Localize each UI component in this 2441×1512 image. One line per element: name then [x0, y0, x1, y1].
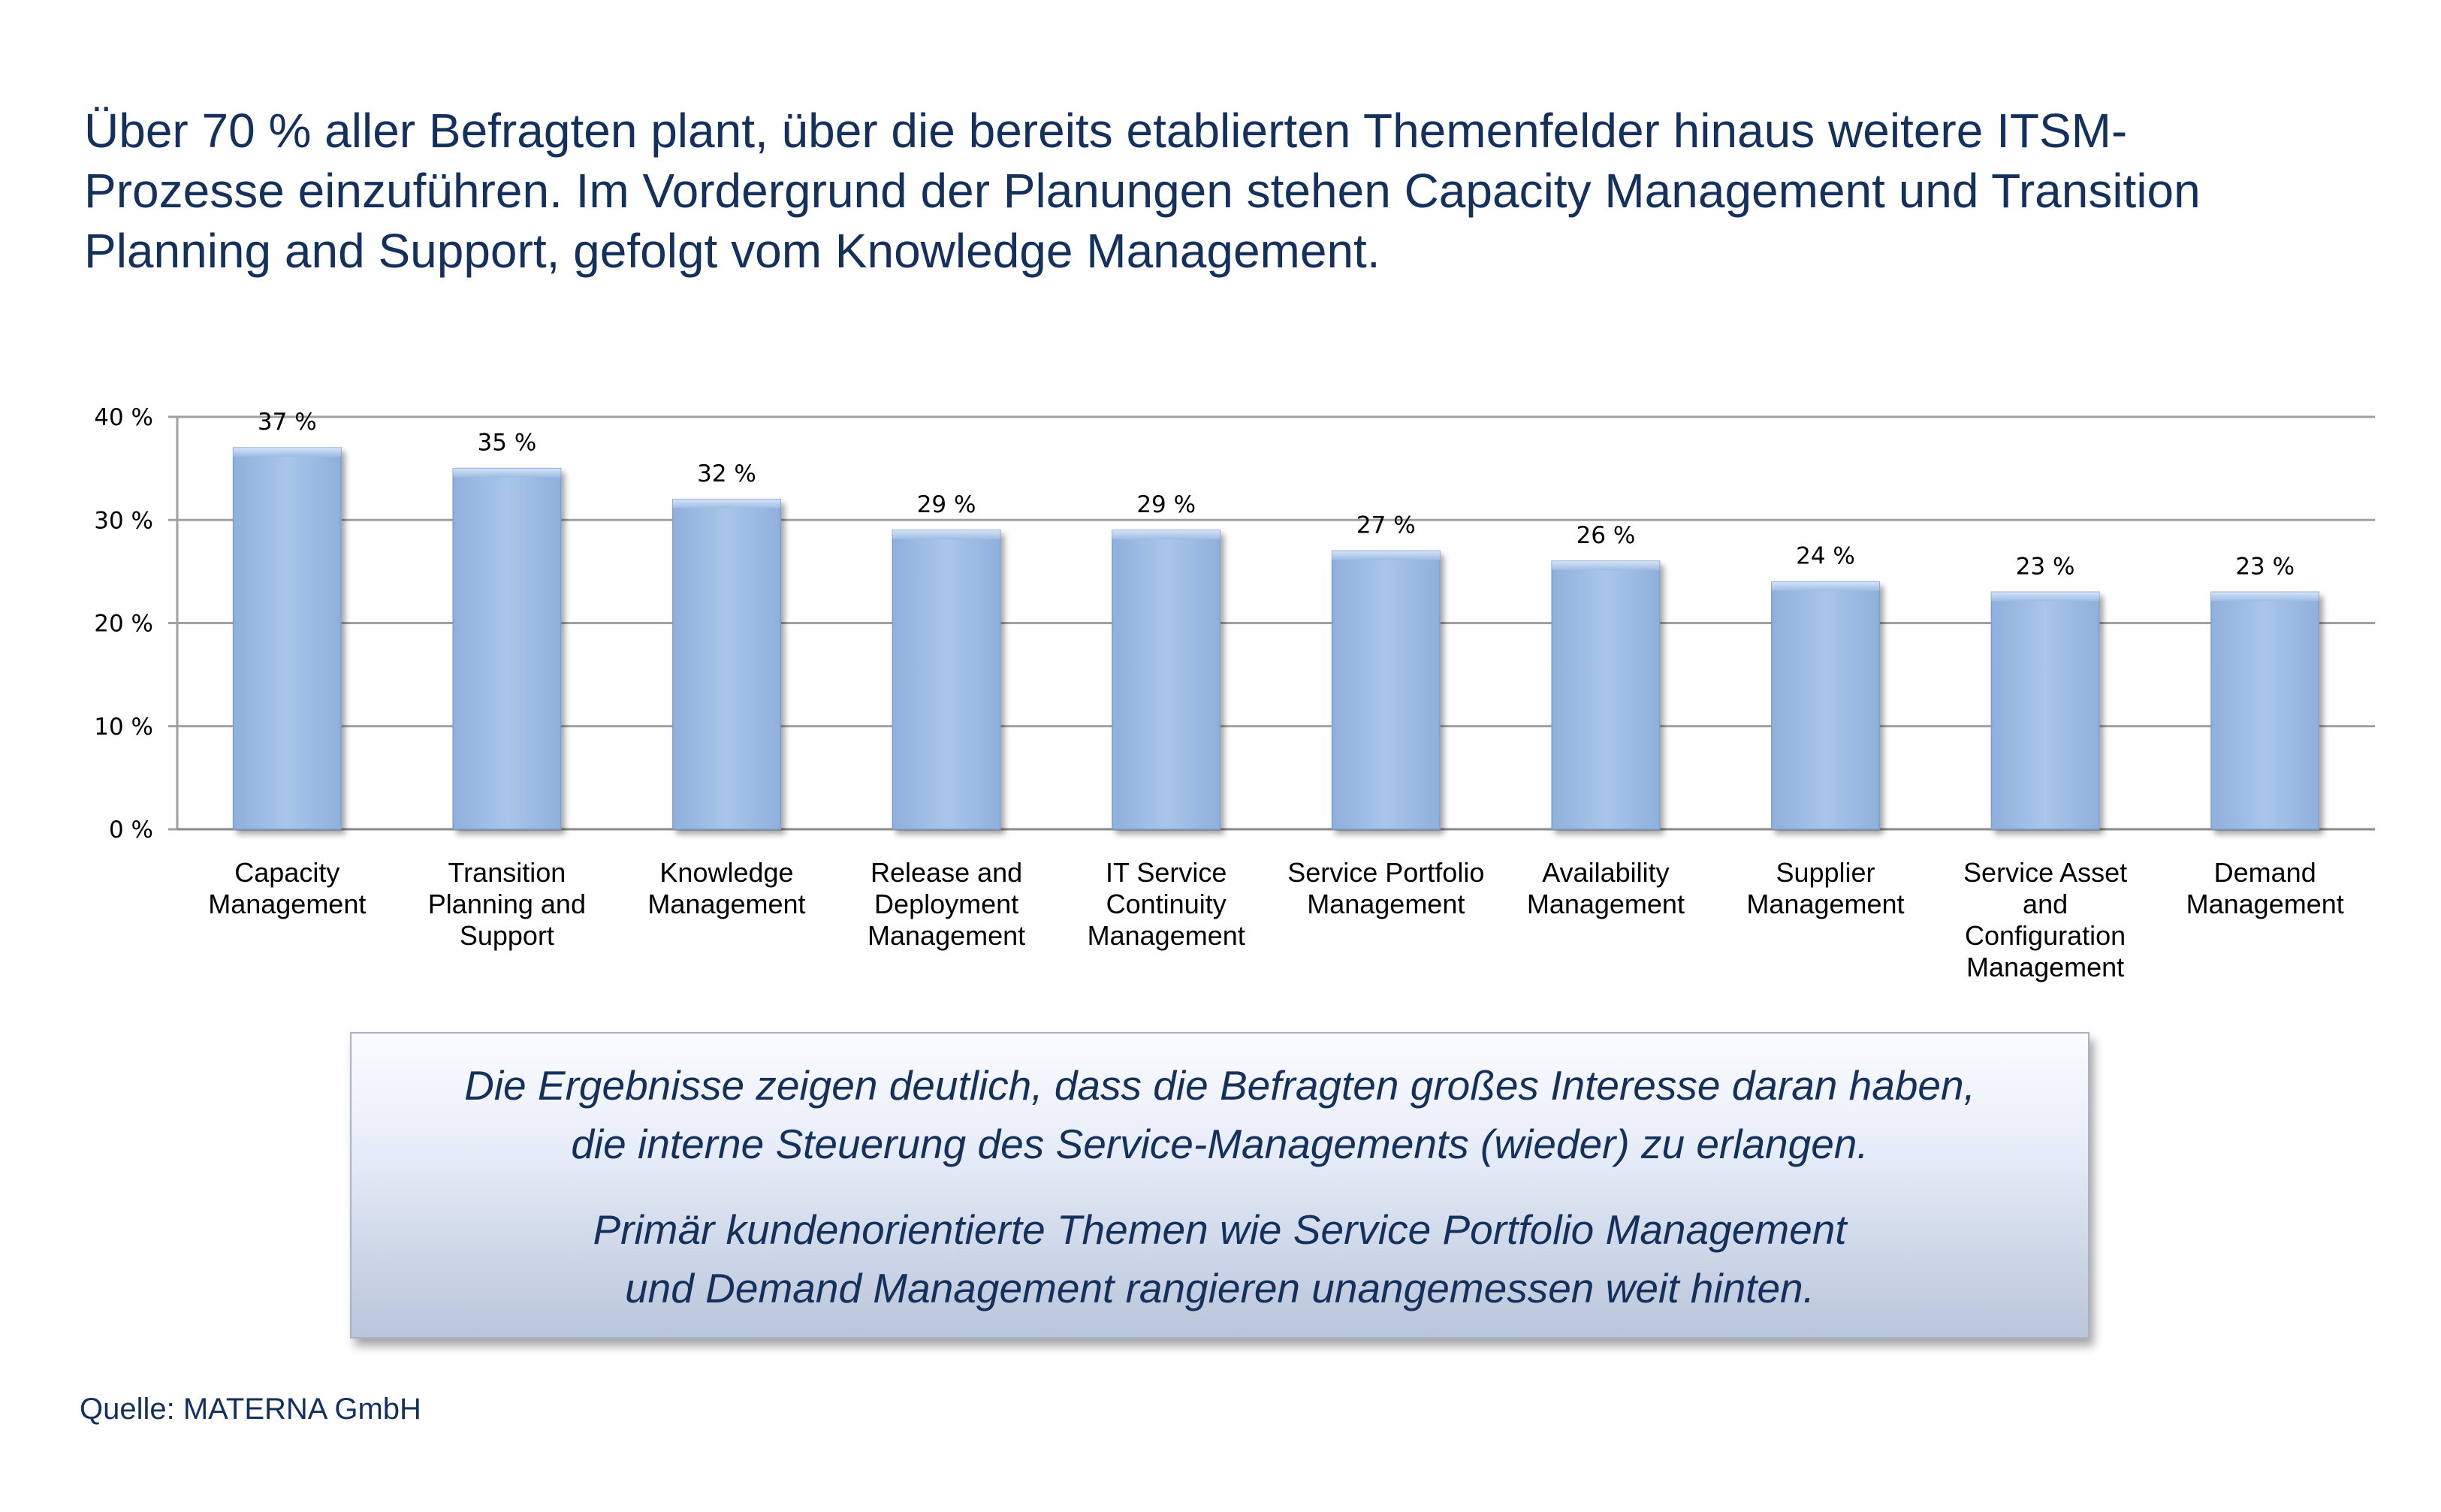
category-label-line: Management — [1307, 889, 1465, 919]
category-label-line: Continuity — [1106, 889, 1227, 919]
callout-paragraph-1: Die Ergebnisse zeigen deutlich, dass die… — [352, 1056, 2088, 1173]
category-label-line: Planning and — [428, 889, 586, 919]
bar-top-highlight — [233, 448, 341, 457]
headline-line-1: Über 70 % aller Befragten plant, über di… — [84, 104, 2128, 158]
category-label-line: Management — [1746, 889, 1904, 919]
y-tick-label: 20 % — [94, 611, 153, 638]
headline-line-2: Prozesse einzuführen. Im Vordergrund der… — [84, 164, 2201, 218]
bar — [672, 499, 781, 830]
bar-value-label: 37 % — [258, 409, 317, 436]
bar-top-highlight — [2211, 592, 2319, 602]
bar — [1990, 591, 2100, 830]
category-label-line: Service Portfolio — [1287, 857, 1484, 888]
bar — [1551, 560, 1661, 830]
headline: Über 70 % aller Befragten plant, über di… — [84, 101, 2352, 281]
bar-group — [232, 447, 342, 830]
bar-group — [1331, 550, 1441, 830]
bars — [232, 447, 2320, 830]
bar — [1331, 550, 1441, 830]
category-label-line: Knowledge — [659, 857, 793, 888]
category-label-line: Service Asset — [1963, 857, 2127, 888]
bar-top-highlight — [892, 530, 1000, 539]
category-label-line: Management — [1088, 920, 1245, 951]
category-label-line: Management — [867, 920, 1025, 951]
category-label-line: Configuration — [1965, 920, 2126, 951]
category-label-line: Support — [460, 920, 554, 951]
bar — [2210, 591, 2320, 830]
bar-group — [1551, 560, 1661, 830]
callout-p2-line-2: und Demand Management rangieren unangeme… — [625, 1265, 1815, 1311]
bar-value-label: 35 % — [478, 430, 537, 457]
category-label-line: Management — [208, 889, 366, 919]
bar-top-highlight — [1771, 581, 1880, 591]
category-label-line: Management — [647, 889, 805, 919]
category-label-line: Supplier — [1776, 857, 1875, 888]
bar-top-highlight — [672, 499, 781, 509]
bar-top-highlight — [1112, 530, 1220, 539]
category-label: Demand Management — [2186, 857, 2344, 919]
category-label: Knowledge Management — [647, 857, 805, 919]
bar-top-highlight — [1332, 551, 1440, 560]
category-label: Availability Management — [1527, 857, 1685, 919]
bar-value-label: 29 % — [1136, 491, 1196, 518]
category-label-line: Demand — [2214, 857, 2316, 888]
y-tick-label: 10 % — [94, 714, 153, 741]
bar-value-label: 27 % — [1356, 512, 1416, 539]
y-tick-label: 30 % — [94, 507, 153, 534]
category-label-line: Deployment — [874, 889, 1018, 919]
bar-value-label: 32 % — [697, 460, 756, 487]
bar-group — [452, 467, 562, 830]
y-tick-label: 40 % — [94, 404, 153, 431]
bar — [892, 530, 1001, 830]
category-label-line: and — [2023, 889, 2068, 919]
bar-group — [672, 499, 781, 830]
callout-paragraph-2: Primär kundenorientierte Themen wie Serv… — [352, 1200, 2088, 1317]
callout-p1-line-1: Die Ergebnisse zeigen deutlich, dass die… — [464, 1062, 1975, 1109]
category-label: Capacity Management — [208, 857, 366, 919]
bar-value-label: 23 % — [2016, 553, 2075, 580]
bar — [1112, 530, 1221, 830]
bar-value-label: 23 % — [2235, 553, 2295, 580]
bar-group — [1112, 530, 1221, 830]
category-label-line: Transition — [448, 857, 566, 888]
category-label: Service Asset and Configuration Management — [1963, 857, 2127, 982]
y-tick-label: 0 % — [109, 816, 153, 844]
bar-top-highlight — [453, 468, 561, 478]
bar-group — [2210, 591, 2320, 830]
labels: 0 %10 %20 %30 %40 % 37 %Capacity Managemen… — [94, 404, 2344, 982]
callout-p1-line-2: die interne Steuerung des Service-Manage… — [571, 1121, 1869, 1167]
category-label: Supplier Management — [1746, 857, 1904, 919]
bar-group — [1771, 581, 1880, 830]
bar-top-highlight — [1552, 561, 1660, 571]
headline-line-3: Planning and Support, gefolgt vom Knowle… — [84, 224, 1380, 278]
bar-value-label: 26 % — [1577, 522, 1636, 549]
bar — [1771, 581, 1880, 830]
category-label-line: Release and — [870, 857, 1022, 888]
category-label: Transition Planning and Support — [428, 857, 586, 951]
category-label-line: Management — [2186, 889, 2344, 919]
source-note: Quelle: MATERNA GmbH — [80, 1393, 421, 1426]
category-label-line: Management — [1527, 889, 1685, 919]
category-label: Release and Deployment Management — [867, 857, 1025, 951]
bar — [232, 447, 342, 830]
category-label-line: Capacity — [234, 857, 339, 888]
category-label-line: Management — [1966, 952, 2124, 982]
bar-group — [892, 530, 1001, 830]
bar-top-highlight — [1991, 592, 2099, 602]
conclusion-callout: Die Ergebnisse zeigen deutlich, dass die… — [350, 1032, 2089, 1338]
category-label: IT Service Continuity Management — [1088, 857, 1245, 951]
bar-value-label: 24 % — [1796, 543, 1855, 570]
bar-value-label: 29 % — [917, 491, 976, 518]
bar-chart: 0 %10 %20 %30 %40 % 37 %Capacity Managemen… — [94, 404, 2375, 982]
bar-group — [1990, 591, 2100, 830]
bar — [452, 467, 562, 830]
category-label-line: Availability — [1542, 857, 1669, 888]
category-label-line: IT Service — [1106, 857, 1227, 888]
callout-p2-line-1: Primär kundenorientierte Themen wie Serv… — [593, 1206, 1847, 1253]
category-label: Service Portfolio Management — [1287, 857, 1484, 919]
